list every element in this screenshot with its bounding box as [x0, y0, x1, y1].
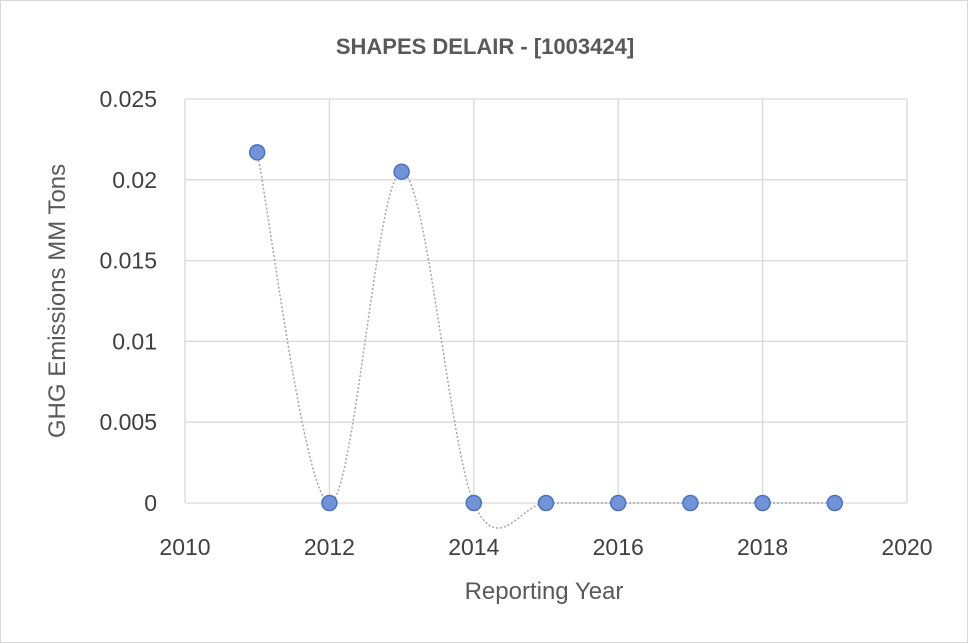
data-point	[537, 494, 555, 512]
gridlines	[184, 98, 908, 504]
x-tick-labels: 2010 2012 2014 2016 2018 2020	[159, 534, 932, 560]
x-axis-label: Reporting Year	[465, 578, 624, 605]
data-point	[321, 494, 338, 512]
y-tick-label: 0.015	[99, 248, 157, 274]
data-point	[248, 144, 266, 161]
data-point	[826, 494, 844, 512]
data-point	[609, 494, 627, 512]
data-point	[754, 494, 771, 512]
chart-title: SHAPES DELAIR - [1003424]	[336, 34, 634, 59]
x-tick-label: 2014	[448, 534, 499, 560]
y-tick-label: 0.02	[112, 167, 157, 193]
series-line	[256, 152, 835, 529]
y-tick-label: 0.005	[99, 409, 157, 435]
y-axis-label: GHG Emissions MM Tons	[44, 164, 71, 438]
y-tick-labels: 0 0.005 0.01 0.015 0.02 0.025	[99, 86, 157, 516]
y-tick-label: 0.01	[112, 328, 157, 354]
data-point	[682, 494, 699, 512]
x-tick-label: 2016	[593, 534, 644, 560]
x-tick-label: 2010	[159, 534, 210, 560]
data-point	[465, 494, 483, 512]
y-tick-label: 0	[144, 490, 157, 516]
x-tick-label: 2018	[737, 534, 788, 560]
y-tick-label: 0.025	[99, 86, 157, 112]
x-tick-label: 2012	[304, 534, 355, 560]
x-tick-label: 2020	[881, 534, 932, 560]
data-points	[248, 144, 844, 512]
data-point	[393, 163, 410, 180]
